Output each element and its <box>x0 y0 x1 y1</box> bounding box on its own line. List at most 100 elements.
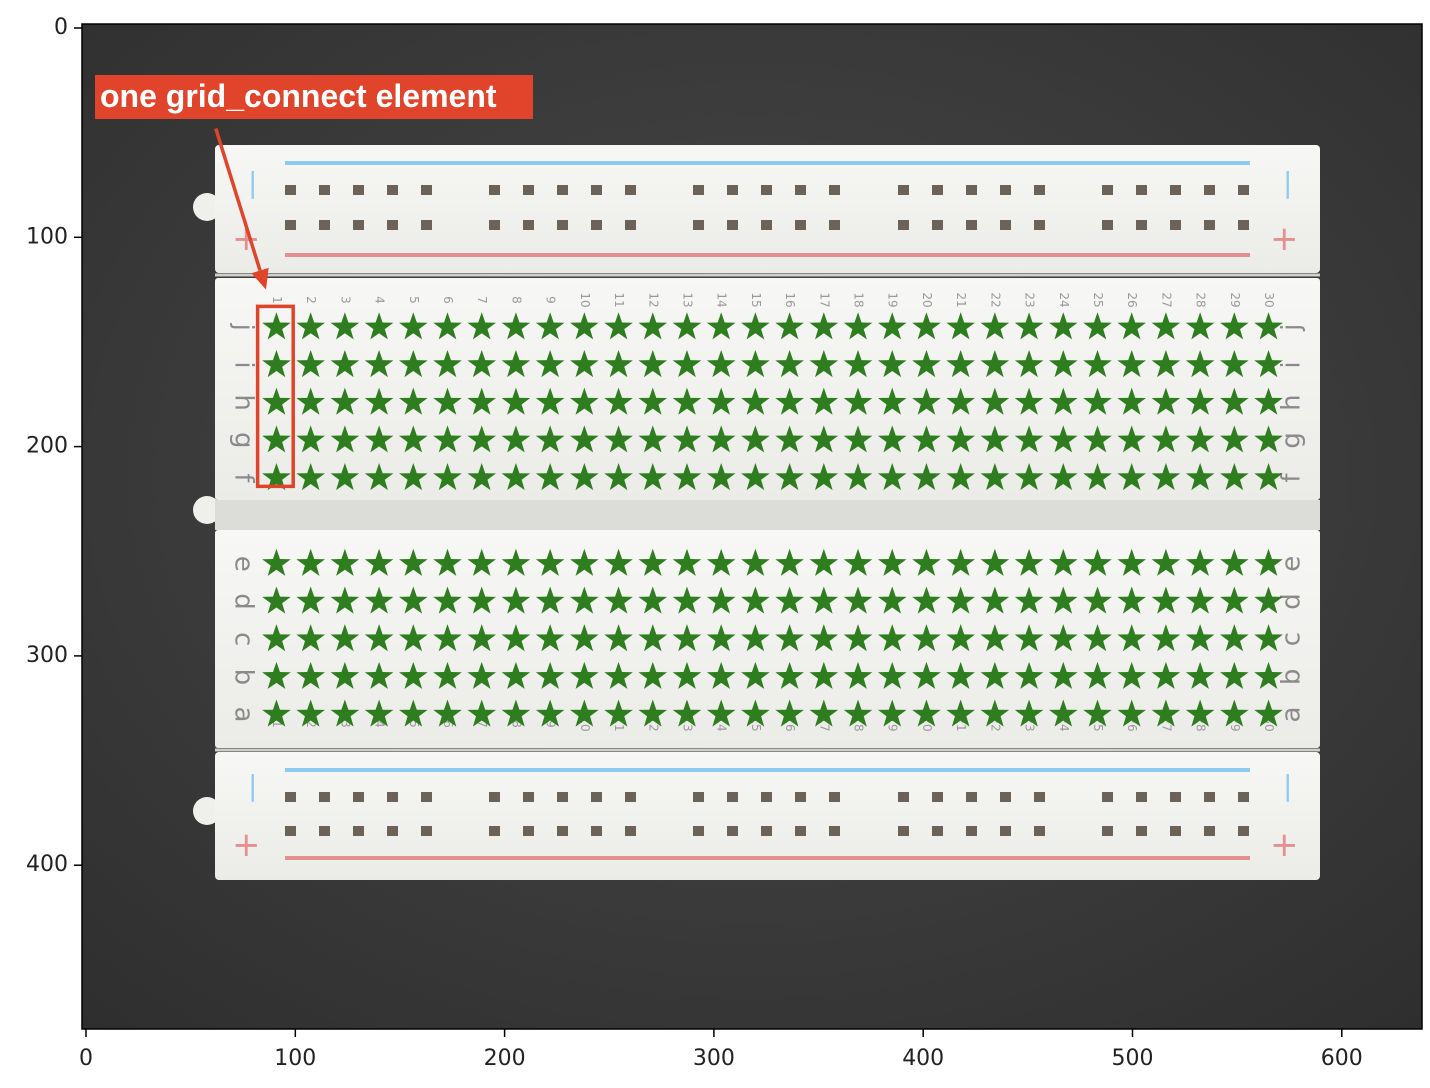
column-label: 3 <box>338 296 352 304</box>
row-label: g <box>229 432 259 449</box>
row-label: i <box>1277 361 1307 368</box>
rail-hole <box>285 826 296 836</box>
column-label: 1 <box>270 296 284 304</box>
rail-hole <box>966 185 977 195</box>
annotation-label-background <box>95 75 533 119</box>
rail-hole <box>1238 826 1249 836</box>
rail-hole <box>421 792 432 802</box>
row-label: g <box>1277 432 1307 449</box>
y-tick-label: 300 <box>26 643 68 668</box>
lower-terminal-strip <box>215 530 1320 748</box>
rail-hole <box>898 185 909 195</box>
rail-hole <box>625 792 636 802</box>
x-tick-label: 0 <box>79 1046 93 1071</box>
rail-hole <box>693 220 704 230</box>
upper-terminal-strip <box>215 278 1320 500</box>
x-axis: 0 100 200 300 400 500 600 <box>79 1029 1363 1071</box>
x-tick-label: 500 <box>1112 1046 1154 1071</box>
column-label: 30 <box>1262 292 1276 307</box>
column-label: 23 <box>1023 292 1037 307</box>
rail-hole <box>523 220 534 230</box>
row-label: e <box>1277 556 1307 572</box>
rail-hole <box>1034 826 1045 836</box>
rail-hole <box>387 826 398 836</box>
rail-hole <box>966 792 977 802</box>
row-labels: j j i i h h g g f f e e d d c c b b a a <box>229 323 1307 723</box>
bottom-right-plus: + <box>1270 825 1299 865</box>
row-label: d <box>229 593 259 610</box>
top-right-plus: + <box>1270 219 1299 259</box>
rail-hole <box>1136 792 1147 802</box>
rail-hole <box>421 185 432 195</box>
row-label: a <box>1277 707 1307 723</box>
column-label: 10 <box>578 292 592 307</box>
rail-hole <box>625 185 636 195</box>
annotation-arrow <box>214 127 262 272</box>
rail-hole <box>1136 185 1147 195</box>
rail-hole <box>387 220 398 230</box>
rail-hole <box>1136 826 1147 836</box>
rail-hole <box>727 792 738 802</box>
rail-hole <box>829 792 840 802</box>
rail-hole <box>353 826 364 836</box>
rail-hole <box>285 220 296 230</box>
y-tick-label: 0 <box>54 15 68 40</box>
rail-hole <box>898 220 909 230</box>
rail-hole <box>761 826 772 836</box>
column-label: 2 <box>304 720 318 728</box>
rail-hole <box>1102 220 1113 230</box>
rail-hole <box>557 792 568 802</box>
column-label: 24 <box>1057 292 1071 307</box>
bottom-right-minus: | <box>1283 769 1292 802</box>
row-label: h <box>1277 394 1307 410</box>
rail-hole <box>795 826 806 836</box>
rail-hole <box>319 220 330 230</box>
rail-hole <box>1136 220 1147 230</box>
column-label: 9 <box>544 720 558 728</box>
rail-hole <box>319 792 330 802</box>
row-label: j <box>1277 324 1307 332</box>
column-label: 14 <box>715 292 729 307</box>
top-right-minus: | <box>1283 166 1292 199</box>
rail-hole <box>1204 185 1215 195</box>
rail-hole <box>591 185 602 195</box>
column-label: 15 <box>749 292 763 307</box>
rail-hole <box>1000 826 1011 836</box>
rail-hole <box>1204 792 1215 802</box>
row-label: a <box>229 707 259 723</box>
rail-hole <box>523 792 534 802</box>
column-label: 20 <box>920 292 934 307</box>
rail-hole <box>353 220 364 230</box>
column-label: 5 <box>407 296 421 304</box>
column-label: 26 <box>1125 292 1139 307</box>
row-label: e <box>229 556 259 572</box>
rail-hole <box>1238 185 1249 195</box>
column-label: 8 <box>509 296 523 304</box>
rail-hole <box>795 792 806 802</box>
column-label: 7 <box>475 296 489 304</box>
rail-hole <box>898 792 909 802</box>
plot-area: | | + + | | + + j ji ih hg gf fe ed dc cb ba a 112… <box>82 24 1422 1029</box>
rail-hole <box>625 220 636 230</box>
column-label: 18 <box>852 292 866 307</box>
top-left-minus: | <box>248 166 257 199</box>
x-tick-label: 200 <box>484 1046 526 1071</box>
rail-hole <box>319 185 330 195</box>
rail-hole <box>353 185 364 195</box>
rail-hole <box>1000 185 1011 195</box>
rail-hole <box>693 826 704 836</box>
column-label: 29 <box>1228 292 1242 307</box>
column-label: 9 <box>544 296 558 304</box>
column-label: 28 <box>1194 292 1208 307</box>
rail-hole <box>966 220 977 230</box>
bottom-left-plus: + <box>232 825 261 865</box>
column-label: 5 <box>407 720 421 728</box>
rail-hole <box>1170 792 1181 802</box>
rail-hole <box>829 826 840 836</box>
row-label: b <box>229 669 259 686</box>
rail-hole <box>387 185 398 195</box>
y-tick-label: 200 <box>26 434 68 459</box>
center-channel <box>215 500 1320 530</box>
rail-hole <box>353 792 364 802</box>
rail-hole <box>693 185 704 195</box>
